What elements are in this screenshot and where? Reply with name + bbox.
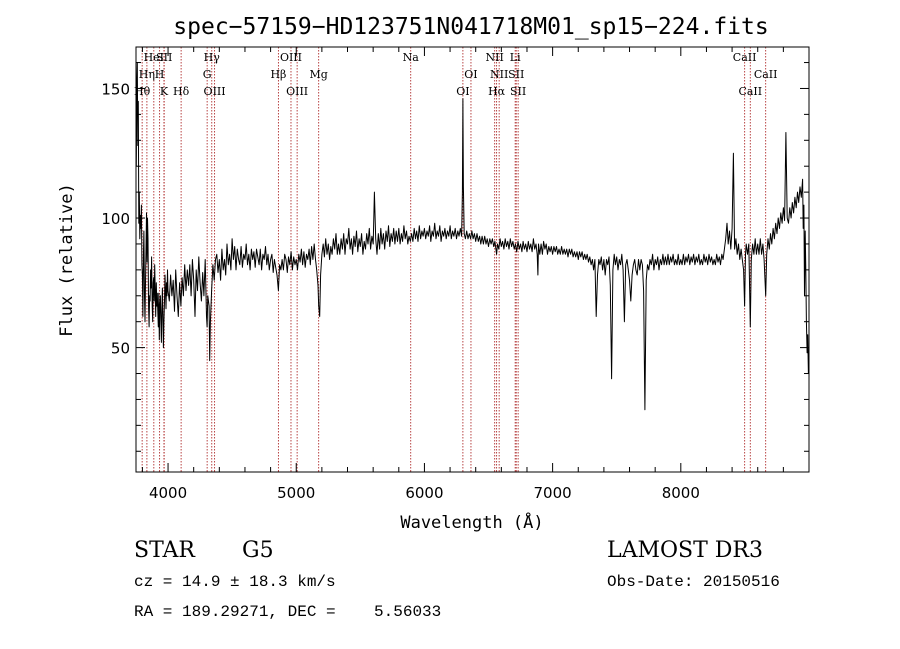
x-tick-label-7000: 7000 — [534, 484, 572, 502]
line-label-15: OI — [456, 85, 469, 98]
line-label-18: NII — [490, 68, 508, 81]
y-tick-label-100: 100 — [101, 210, 130, 228]
line-label-2: HeI — [144, 51, 164, 64]
line-label-8: G — [203, 68, 212, 81]
y-tick-label-150: 150 — [101, 80, 130, 98]
line-label-6: Hδ — [173, 85, 190, 98]
line-label-3: H — [155, 68, 165, 81]
line-label-25: CaII — [754, 68, 778, 81]
line-label-23: CaII — [733, 51, 757, 64]
x-axis-ticks: 4000 5000 6000 7000 8000 — [141, 47, 810, 502]
line-label-10: Hβ — [270, 68, 286, 81]
line-label-9: OIII — [204, 85, 226, 98]
line-label-16: OI — [464, 68, 477, 81]
line-label-24: CaII — [738, 85, 762, 98]
line-label-19: Hα — [488, 85, 506, 98]
x-tick-label-4000: 4000 — [149, 484, 187, 502]
line-label-1: Hη — [139, 68, 155, 81]
object-type: STAR — [134, 538, 195, 563]
line-label-5: K — [160, 85, 169, 98]
coordinates: RA = 189.29271, DEC = 5.56033 — [134, 603, 442, 621]
y-axis-ticks: 50 100 150 — [101, 62, 809, 452]
survey-name: LAMOST DR3 — [607, 538, 763, 563]
y-axis-label: Flux (relative) — [57, 183, 77, 337]
line-label-14: Na — [403, 51, 420, 64]
line-label-20: Li — [510, 51, 521, 64]
redshift-velocity: cz = 14.9 ± 18.3 km/s — [134, 573, 336, 591]
line-label-17: NII — [486, 51, 504, 64]
line-label-11: OIII — [280, 51, 302, 64]
y-tick-label-50: 50 — [111, 340, 130, 358]
x-axis-label: Wavelength (Å) — [400, 511, 543, 533]
x-tick-label-5000: 5000 — [277, 484, 315, 502]
line-label-21: SII — [508, 68, 524, 81]
line-label-4: SII — [156, 51, 172, 64]
spectral-subclass: G5 — [242, 538, 274, 563]
x-tick-label-8000: 8000 — [662, 484, 700, 502]
x-tick-label-6000: 6000 — [405, 484, 443, 502]
plot-frame — [135, 46, 810, 473]
line-label-13: Mg — [310, 68, 328, 81]
observation-date: Obs-Date: 20150516 — [607, 573, 780, 591]
spectral-line-markers — [141, 47, 767, 472]
line-label-12: OIII — [286, 85, 308, 98]
chart-title: spec−57159−HD123751N041718M01_sp15−224.f… — [173, 14, 768, 40]
line-label-22: SII — [510, 85, 526, 98]
line-label-7: Hγ — [204, 51, 221, 64]
spectrum-line — [135, 62, 810, 411]
